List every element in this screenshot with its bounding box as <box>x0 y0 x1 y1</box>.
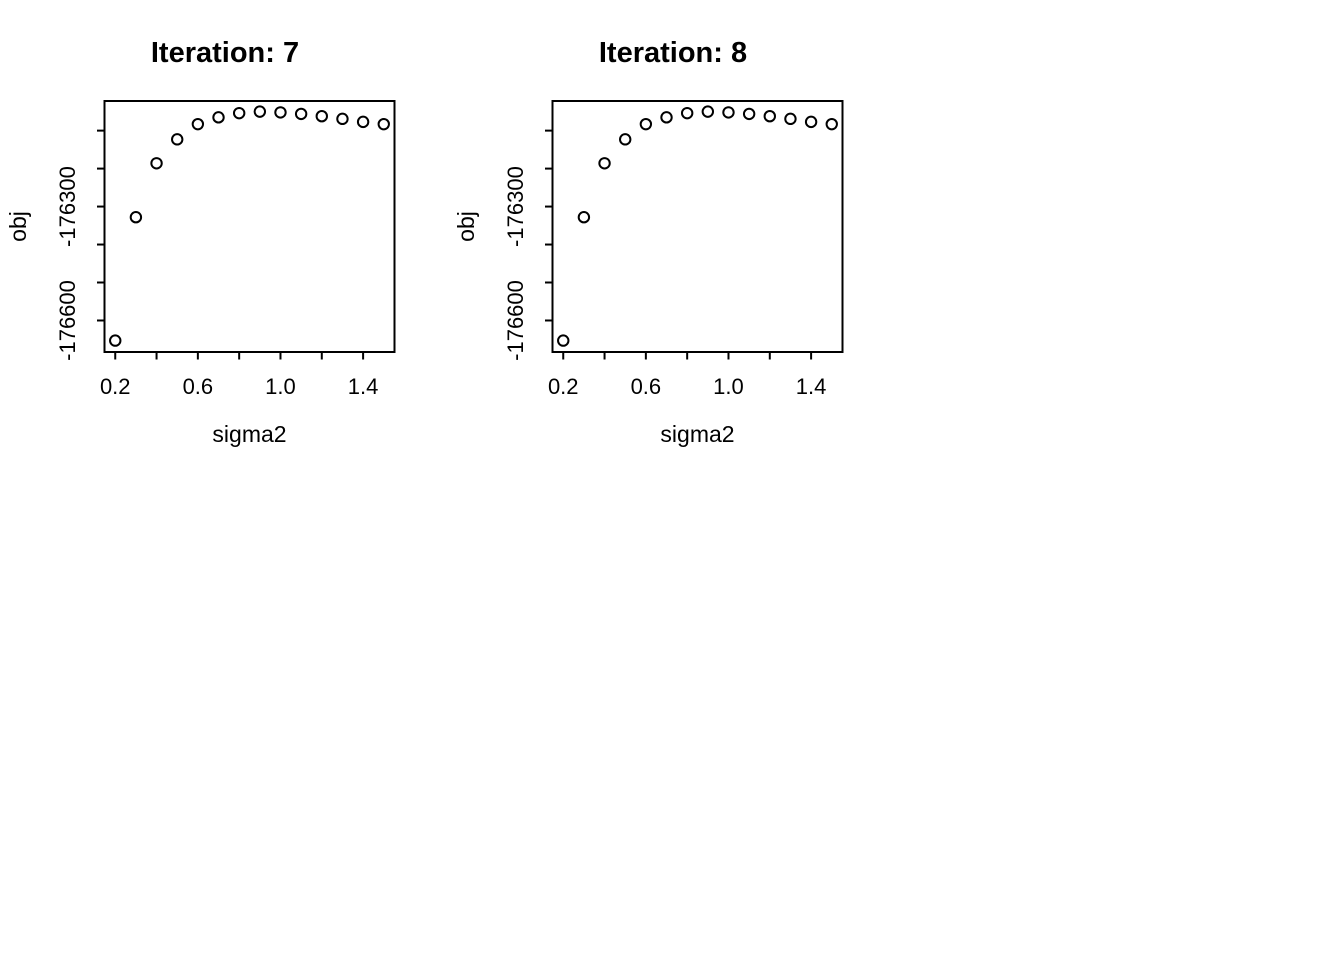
plot-panel-iteration-7: Iteration: 7 0.2 0.6 1.0 1.4 -176300 -176600 s… <box>0 0 450 460</box>
data-point <box>577 210 591 224</box>
data-point <box>825 117 838 131</box>
data-point <box>680 106 694 120</box>
data-point <box>294 107 308 121</box>
data-point <box>336 112 349 126</box>
data-point <box>315 109 328 123</box>
x-tick-label: 0.6 <box>631 374 662 399</box>
data-point <box>356 115 370 129</box>
plot-box <box>551 100 844 353</box>
scatter-plot-iteration-7: 0.2 0.6 1.0 1.4 -176300 -176600 sigma2 obj <box>5 100 396 447</box>
y-tick-label: -176600 <box>503 280 528 361</box>
y-tick-label: -176600 <box>55 280 80 361</box>
plot-panel-iteration-8: Iteration: 8 0.2 0.6 1.0 1.4 -176300 -176600 s… <box>448 0 898 460</box>
data-point <box>274 106 287 119</box>
y-tick-label: -176300 <box>503 166 528 247</box>
y-axis-label: obj <box>5 211 31 242</box>
x-tick-label: 0.2 <box>548 374 579 399</box>
x-tick-label: 0.6 <box>183 374 214 399</box>
data-point <box>598 157 611 170</box>
y-tick-label: -176300 <box>55 166 80 247</box>
data-point <box>377 117 390 131</box>
data-point <box>253 105 267 118</box>
data-point <box>150 157 163 170</box>
plot-title-iteration-7: Iteration: 7 <box>150 37 300 69</box>
x-tick-label: 1.4 <box>796 374 827 399</box>
data-point <box>763 109 776 123</box>
data-point <box>557 334 570 347</box>
data-point <box>191 117 205 131</box>
data-point <box>722 106 735 119</box>
x-axis-label: sigma2 <box>212 421 286 447</box>
x-tick-label: 1.0 <box>713 374 744 399</box>
plot-box <box>103 100 396 353</box>
data-point <box>784 112 797 126</box>
plot-title-iteration-8: Iteration: 8 <box>598 37 748 69</box>
data-point <box>804 115 818 129</box>
data-point <box>701 105 715 118</box>
data-point <box>109 334 122 347</box>
data-point <box>660 111 673 124</box>
x-tick-label: 1.0 <box>265 374 296 399</box>
scatter-plot-iteration-8: 0.2 0.6 1.0 1.4 -176300 -176600 sigma2 obj <box>453 100 844 447</box>
data-point <box>639 117 653 131</box>
data-point <box>619 133 632 146</box>
y-axis-label: obj <box>453 211 479 242</box>
data-point <box>129 210 143 224</box>
x-axis-label: sigma2 <box>660 421 734 447</box>
data-point <box>742 107 756 121</box>
data-point <box>232 106 246 120</box>
x-tick-label: 1.4 <box>348 374 379 399</box>
data-point <box>171 133 184 146</box>
x-tick-label: 0.2 <box>100 374 131 399</box>
data-point <box>212 111 225 124</box>
